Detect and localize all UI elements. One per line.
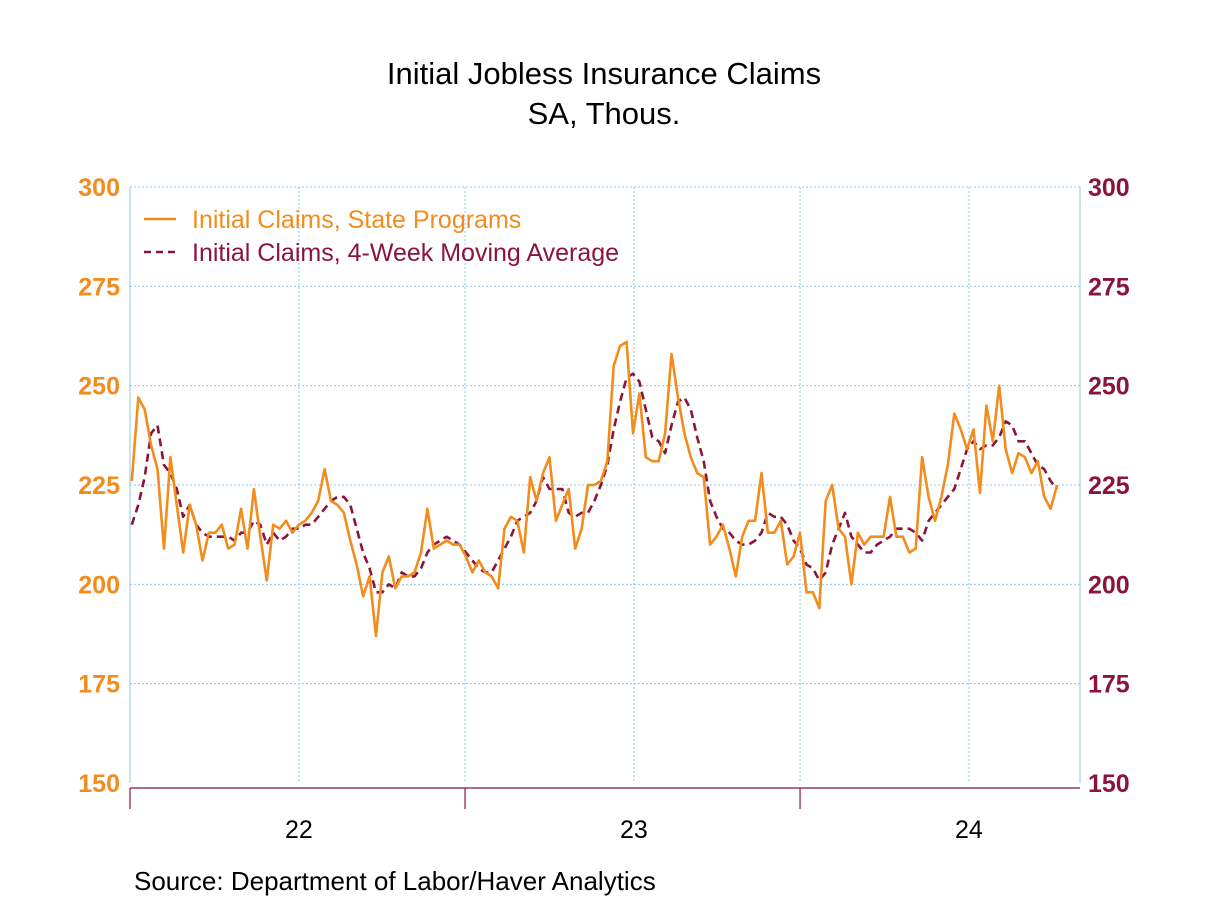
y-tick-label-left: 200 [78, 571, 120, 599]
series-line-moving-average [130, 372, 1059, 594]
series-line-state-programs [130, 340, 1059, 638]
legend-label: Initial Claims, State Programs [192, 206, 521, 234]
y-tick-label-left: 150 [78, 770, 120, 798]
y-tick-label-right: 200 [1088, 571, 1130, 599]
y-tick-label-right: 275 [1088, 273, 1130, 301]
y-tick-label-left: 300 [78, 174, 120, 202]
x-tick-label: 22 [285, 816, 313, 844]
chart-subtitle: SA, Thous. [527, 96, 681, 131]
y-tick-label-right: 300 [1088, 174, 1130, 202]
x-tick-label: 23 [620, 816, 648, 844]
y-tick-label-left: 225 [78, 472, 120, 500]
legend-label: Initial Claims, 4-Week Moving Average [192, 239, 619, 267]
x-tick-label: 24 [955, 816, 983, 844]
y-tick-label-right: 225 [1088, 472, 1130, 500]
y-tick-label-right: 175 [1088, 671, 1130, 699]
y-tick-label-right: 150 [1088, 770, 1130, 798]
y-tick-label-left: 175 [78, 671, 120, 699]
y-tick-label-left: 250 [78, 373, 120, 401]
y-tick-label-left: 275 [78, 273, 120, 301]
source-note: Source: Department of Labor/Haver Analyt… [134, 866, 656, 896]
y-tick-label-right: 250 [1088, 373, 1130, 401]
chart-title: Initial Jobless Insurance Claims [386, 56, 822, 91]
